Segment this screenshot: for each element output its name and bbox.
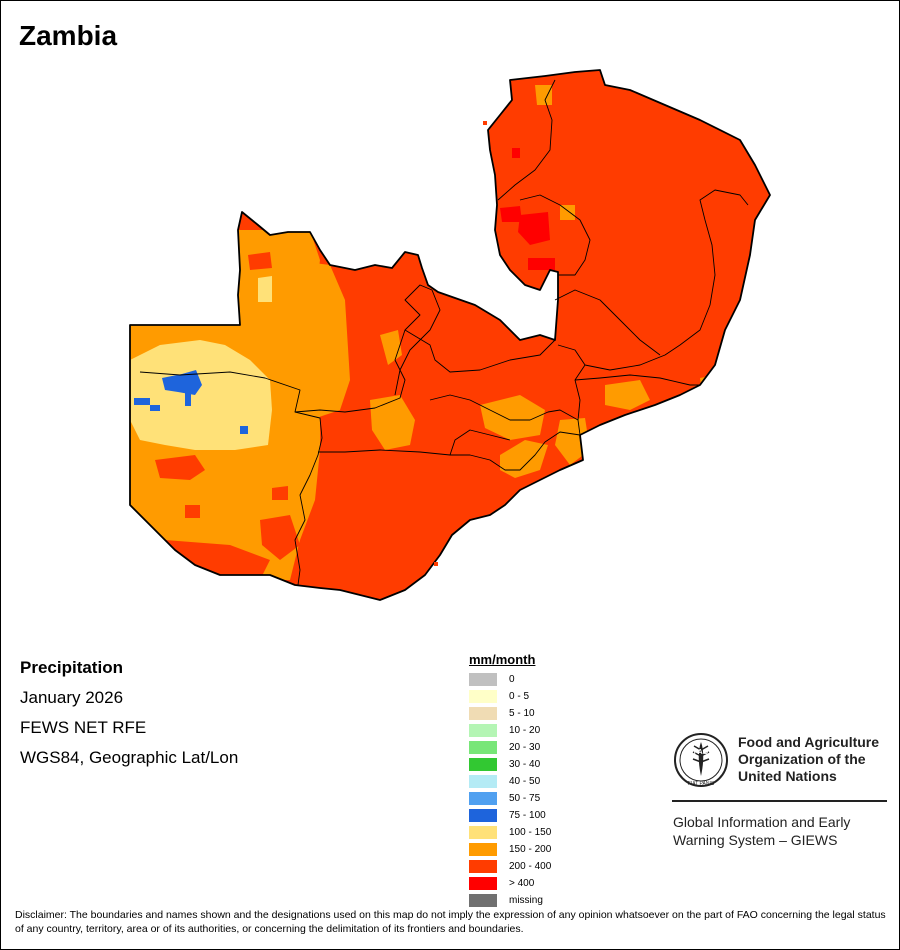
legend-swatch bbox=[469, 741, 497, 754]
legend-title: mm/month bbox=[469, 652, 536, 667]
legend-item: 0 - 5 bbox=[469, 688, 551, 705]
legend-swatch bbox=[469, 775, 497, 788]
giews-line: Global Information and Early bbox=[673, 814, 851, 830]
variable-label: Precipitation bbox=[20, 658, 123, 677]
disclaimer-text: Disclaimer: The boundaries and names sho… bbox=[15, 909, 886, 935]
legend-label: 20 - 30 bbox=[509, 742, 541, 753]
legend-label: 40 - 50 bbox=[509, 776, 541, 787]
legend-item: 5 - 10 bbox=[469, 705, 551, 722]
legend-item: missing bbox=[469, 892, 551, 909]
legend-label: 50 - 75 bbox=[509, 793, 541, 804]
source-label: FEWS NET RFE bbox=[20, 718, 147, 737]
legend-item: 20 - 30 bbox=[469, 739, 551, 756]
legend-swatch bbox=[469, 690, 497, 703]
organization-name-line: Organization of the bbox=[738, 751, 866, 767]
period-label: January 2026 bbox=[20, 688, 124, 707]
legend-swatch bbox=[469, 758, 497, 771]
legend-item: 10 - 20 bbox=[469, 722, 551, 739]
legend-label: 200 - 400 bbox=[509, 861, 552, 872]
fao-logo-text: FAO bbox=[694, 749, 709, 756]
legend-swatch bbox=[469, 724, 497, 737]
legend-swatch bbox=[469, 877, 497, 890]
legend-item: 75 - 100 bbox=[469, 807, 551, 824]
legend-label: missing bbox=[509, 895, 543, 906]
legend-label: 0 bbox=[509, 674, 515, 685]
legend-label: > 400 bbox=[509, 878, 535, 889]
legend-item: 40 - 50 bbox=[469, 773, 551, 790]
zambia-precipitation-map bbox=[129, 69, 771, 601]
legend-swatch bbox=[469, 673, 497, 686]
legend-swatch bbox=[469, 707, 497, 720]
legend: mm/month 0 0 - 5 5 - 10 10 - 20 20 - 30 30 - … bbox=[469, 652, 551, 909]
legend-swatch bbox=[469, 792, 497, 805]
legend-label: 100 - 150 bbox=[509, 827, 552, 838]
legend-swatch bbox=[469, 809, 497, 822]
legend-swatch bbox=[469, 894, 497, 907]
legend-swatch bbox=[469, 826, 497, 839]
giews-label: Global Information and Early Warning Sys… bbox=[673, 813, 850, 849]
legend-item: 50 - 75 bbox=[469, 790, 551, 807]
legend-item: 150 - 200 bbox=[469, 841, 551, 858]
organization-divider bbox=[672, 800, 887, 802]
legend-swatch bbox=[469, 843, 497, 856]
map-title: Zambia bbox=[19, 20, 118, 51]
organization-name: Food and Agriculture Organization of the… bbox=[738, 734, 879, 785]
organization-name-line: Food and Agriculture bbox=[738, 734, 880, 750]
fao-logo-icon: FAO FIAT PANIS bbox=[674, 733, 728, 787]
legend-item: 30 - 40 bbox=[469, 756, 551, 773]
legend-label: 0 - 5 bbox=[509, 691, 530, 702]
giews-line: Warning System – GIEWS bbox=[673, 832, 838, 848]
fao-logo-motto: FIAT PANIS bbox=[688, 781, 715, 787]
legend-label: 30 - 40 bbox=[509, 759, 541, 770]
legend-swatch bbox=[469, 860, 497, 873]
projection-label: WGS84, Geographic Lat/Lon bbox=[20, 748, 239, 767]
legend-label: 10 - 20 bbox=[509, 725, 541, 736]
legend-list: 0 0 - 5 5 - 10 10 - 20 20 - 30 30 - 40 40 - 50… bbox=[469, 671, 551, 909]
legend-item: 100 - 150 bbox=[469, 824, 551, 841]
legend-label: 150 - 200 bbox=[509, 844, 552, 855]
legend-label: 75 - 100 bbox=[509, 810, 546, 821]
legend-item: 200 - 400 bbox=[469, 858, 551, 875]
organization-name-line: United Nations bbox=[738, 768, 837, 784]
legend-item: 0 bbox=[469, 671, 551, 688]
legend-label: 5 - 10 bbox=[509, 708, 535, 719]
legend-item: > 400 bbox=[469, 875, 551, 892]
